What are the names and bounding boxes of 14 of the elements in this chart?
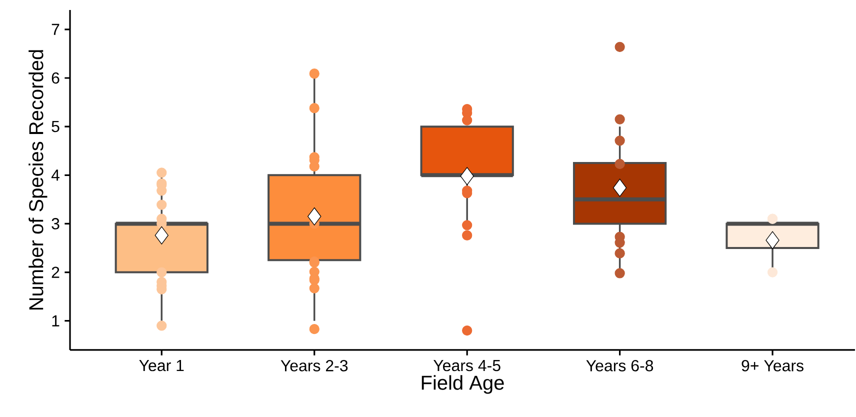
- y-tick-label: 5: [52, 120, 60, 132]
- x-axis-title: Field Age: [422, 375, 504, 394]
- y-tick-label: 4: [51, 170, 60, 181]
- y-tick-label: 2: [52, 266, 60, 278]
- y-tick-label: 1: [52, 315, 60, 326]
- x-tick-label: Years 2-3: [280, 360, 348, 372]
- x-tick-label: Year 1: [139, 360, 184, 372]
- y-tick-label: 6: [52, 72, 60, 84]
- x-tick-label: Years 4-5: [433, 360, 500, 372]
- x-tick-label: Years 6-8: [586, 360, 654, 372]
- y-tick-label: 3: [52, 218, 60, 230]
- x-tick-label: 9+ Years: [742, 360, 804, 372]
- y-tick-label: 7: [52, 24, 60, 35]
- y-axis-title: Number of Species Recorded: [28, 50, 48, 310]
